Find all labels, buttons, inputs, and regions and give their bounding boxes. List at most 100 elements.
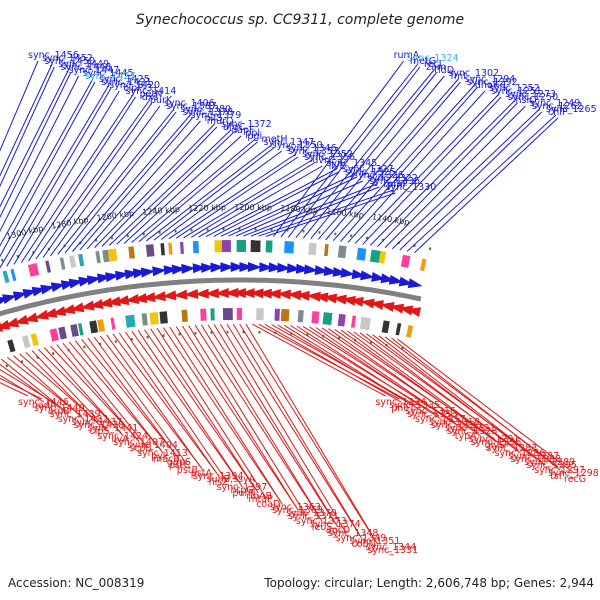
- reverse-arrow: [398, 305, 414, 316]
- reverse-gene-connector: [169, 326, 283, 505]
- genome-summary-label: Topology: circular; Length: 2,606,748 bp…: [263, 576, 594, 590]
- reverse-gene-label: sync_1446: [18, 397, 69, 408]
- reverse-gene-label: sync_1320: [431, 420, 482, 431]
- reverse-gene-connector: [0, 374, 45, 403]
- forward-gene-label: sync_1447: [69, 65, 120, 76]
- reverse-gene-label: apcD: [326, 525, 350, 536]
- reverse-gene-connector: [62, 342, 148, 448]
- reverse-arrow: [132, 293, 148, 304]
- reverse-gene-label: sync_1348: [328, 528, 379, 539]
- forward-gene-label: rpmF: [383, 179, 408, 190]
- forward-gene-connector: [72, 114, 191, 252]
- inner-feature-block: [350, 315, 357, 328]
- forward-arrow: [239, 261, 254, 272]
- forward-gene-connector: [94, 123, 215, 248]
- reverse-gene-label: mtaP: [248, 494, 273, 505]
- forward-gene-label: metH: [262, 134, 288, 145]
- forward-gene-connector: [79, 117, 193, 251]
- reverse-gene-label: sync_1371: [288, 511, 339, 522]
- outer-feature-block: [180, 241, 184, 254]
- inner-feature-block: [149, 312, 159, 325]
- reverse-arrow: [34, 309, 49, 320]
- forward-gene-label: sync_1302: [448, 68, 499, 79]
- reverse-gene-connector: [56, 344, 140, 443]
- forward-gene-label: tldD: [434, 65, 454, 76]
- inner-feature-block: [7, 339, 16, 353]
- reverse-gene-label: sync_1321: [445, 423, 496, 434]
- reverse-arrow: [184, 289, 199, 299]
- forward-gene-label: sync_1456: [28, 50, 79, 61]
- reverse-gene-label: sync_1424: [97, 431, 148, 442]
- reverse-arrow: [0, 319, 11, 330]
- outer-feature-block: [69, 255, 77, 268]
- forward-gene-connector: [13, 90, 120, 265]
- forward-gene-connector: [0, 81, 96, 258]
- forward-arrow: [220, 262, 235, 273]
- reverse-gene-label: scpB: [129, 443, 152, 454]
- reverse-gene-connector: [118, 332, 220, 477]
- reverse-arrow: [249, 288, 264, 299]
- reverse-gene-connector: [315, 327, 466, 431]
- forward-gene-connector: [332, 84, 475, 242]
- forward-gene-label: sync_1414: [126, 86, 177, 97]
- outer-feature-block: [324, 243, 329, 257]
- reverse-gene-connector: [25, 351, 100, 426]
- outer-feature-block: [400, 254, 411, 268]
- reverse-gene-connector: [239, 323, 376, 542]
- reverse-gene-connector: [372, 334, 537, 460]
- outer-feature-block: [95, 250, 101, 264]
- reverse-gene-connector: [334, 329, 495, 440]
- forward-gene-connector: [20, 93, 134, 263]
- reverse-arrow: [276, 289, 291, 300]
- inner-feature-block: [359, 316, 371, 331]
- inner-feature-block: [337, 313, 346, 327]
- outer-feature-block: [128, 246, 135, 259]
- forward-gene-label: sync_1250: [507, 92, 558, 103]
- inner-feature-block: [58, 326, 67, 340]
- forward-gene-label: sync_1330: [386, 182, 437, 193]
- forward-gene-label: sync_1249: [530, 98, 581, 109]
- reverse-gene-label: sync_1298: [548, 468, 599, 479]
- reverse-arrow: [240, 288, 255, 299]
- forward-arrow: [201, 262, 216, 273]
- reverse-gene-label: ilvA: [111, 434, 129, 445]
- forward-arrow: [181, 263, 196, 274]
- forward-gene-connector: [340, 87, 478, 242]
- forward-gene-connector: [272, 60, 405, 237]
- reverse-gene-label: sync_1369: [272, 505, 323, 516]
- reverse-gene-connector: [321, 327, 479, 434]
- reverse-gene-label: sync_1331: [367, 545, 418, 556]
- outer-feature-block: [214, 240, 222, 253]
- reverse-gene-connector: [106, 334, 204, 471]
- outer-feature-block: [2, 270, 10, 284]
- reverse-arrow: [88, 299, 104, 309]
- reverse-arrow: [295, 290, 310, 301]
- reverse-gene-connector: [200, 324, 323, 522]
- forward-gene-connector: [146, 144, 272, 242]
- forward-gene-connector: [0, 75, 80, 233]
- reverse-gene-connector: [340, 329, 497, 443]
- forward-arrow: [171, 264, 187, 275]
- forward-arrow: [268, 262, 283, 273]
- forward-gene-connector: [377, 102, 518, 247]
- reverse-gene-label: suhB,ssyA: [207, 474, 256, 485]
- reverse-gene-label: sync_1283: [487, 443, 538, 454]
- inner-feature-block: [30, 333, 39, 347]
- forward-gene-connector: [243, 183, 378, 237]
- outer-feature-block: [265, 240, 273, 253]
- forward-gene-connector: [198, 165, 323, 238]
- outer-feature-block: [250, 240, 261, 253]
- reverse-arrow: [151, 291, 166, 302]
- forward-gene-connector: [183, 159, 313, 239]
- forward-gene-connector: [399, 111, 543, 251]
- forward-gene-connector: [168, 153, 297, 240]
- reverse-gene-label: sync_1291: [469, 434, 520, 445]
- reverse-gene-connector: [81, 338, 178, 457]
- forward-gene-connector: [228, 177, 356, 237]
- reverse-gene-label: sync_1437: [72, 417, 123, 428]
- reverse-gene-connector: [397, 338, 575, 474]
- forward-arrow: [132, 268, 148, 279]
- reverse-gene-label: sync_1317: [415, 414, 466, 425]
- forward-gene-label: zam: [426, 62, 446, 73]
